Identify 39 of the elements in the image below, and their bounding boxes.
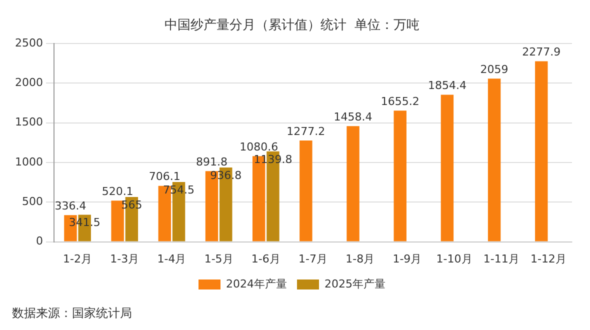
x-tick-label: 1-8月 xyxy=(346,252,375,266)
x-tick-label: 1-9月 xyxy=(392,252,422,266)
data-label: 2059 xyxy=(480,62,508,76)
bar xyxy=(300,140,312,242)
x-tick-label: 1-12月 xyxy=(530,252,566,266)
y-tick-label: 1500 xyxy=(14,116,43,129)
bar xyxy=(111,200,124,242)
data-label: 1080.6 xyxy=(240,140,278,154)
source-note: 数据来源：国家统计局 xyxy=(12,306,132,320)
data-label: 2277.9 xyxy=(522,46,561,59)
data-label: 520.1 xyxy=(102,184,134,198)
data-label: 1277.2 xyxy=(286,124,326,138)
x-tick-label: 1-10月 xyxy=(436,252,472,266)
data-label: 1458.4 xyxy=(334,110,372,124)
bar xyxy=(394,110,406,242)
x-tick-label: 1-4月 xyxy=(157,252,186,266)
x-tick-label: 1-2月 xyxy=(63,252,92,266)
x-tick-label: 1-7月 xyxy=(298,252,328,266)
bar xyxy=(535,61,548,242)
x-tick-label: 1-6月 xyxy=(251,252,280,266)
x-tick-label: 1-5月 xyxy=(204,252,234,266)
x-tick-label: 1-3月 xyxy=(110,252,140,266)
bar xyxy=(346,126,360,242)
y-tick-label: 2500 xyxy=(14,36,43,50)
data-label: 1854.4 xyxy=(428,79,466,92)
data-label: 336.4 xyxy=(54,199,86,212)
data-label: 891.8 xyxy=(196,155,228,168)
legend-label: 2025年产量 xyxy=(324,277,386,290)
bar xyxy=(440,94,454,242)
bar xyxy=(488,78,501,242)
data-label: 1655.2 xyxy=(380,94,420,108)
y-tick-label: 0 xyxy=(36,234,43,248)
data-label: 706.1 xyxy=(148,170,180,184)
chart-title: 中国纱产量分月（累计值）统计 单位：万吨 xyxy=(164,18,420,34)
legend-label: 2024年产量 xyxy=(226,277,288,290)
y-tick-label: 1000 xyxy=(14,155,43,168)
y-tick-label: 500 xyxy=(22,195,43,208)
y-tick-label: 2000 xyxy=(14,76,43,90)
x-tick-label: 1-11月 xyxy=(483,252,520,266)
